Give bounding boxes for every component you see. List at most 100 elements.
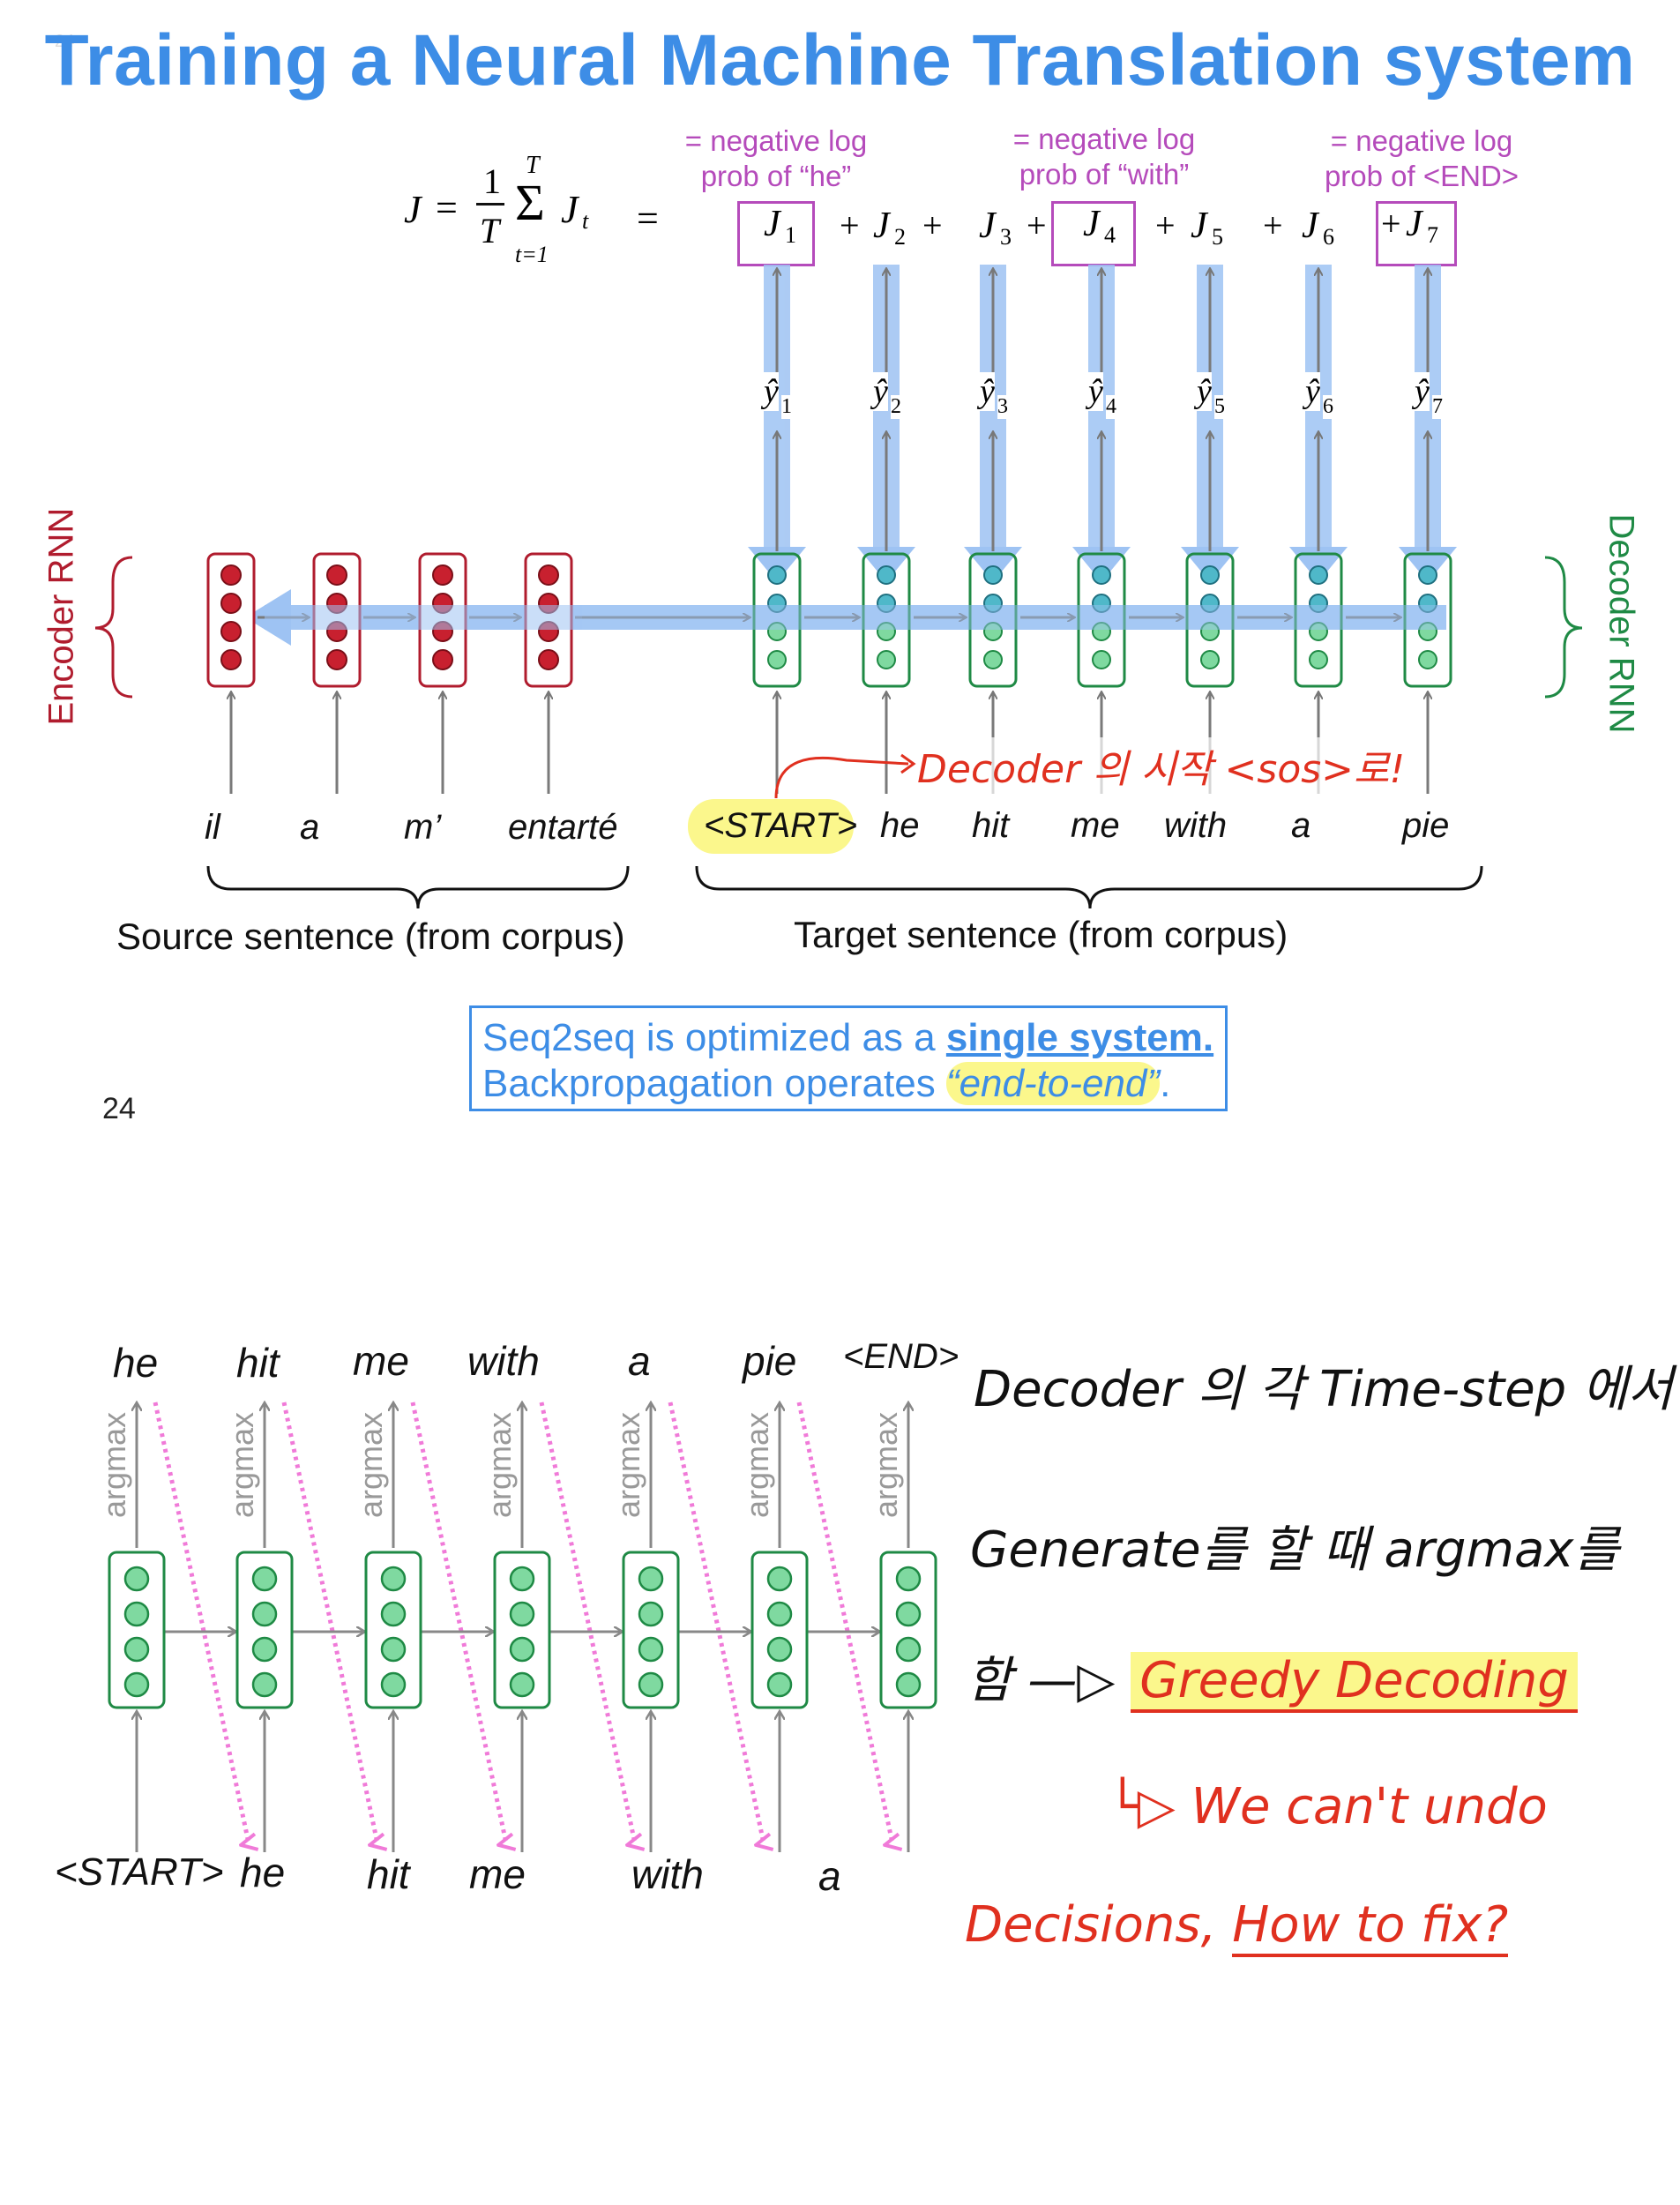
decoder-cell xyxy=(1403,552,1452,688)
annotation-with-line1: = negative log xyxy=(1012,123,1196,155)
loss-frac-den: T xyxy=(480,211,500,250)
target-word: pie xyxy=(1402,806,1450,845)
source-brace xyxy=(206,865,630,909)
loss-jt: J xyxy=(561,188,579,231)
decoder-cell xyxy=(1294,552,1343,688)
greedy-input-word: hit xyxy=(367,1851,410,1897)
greedy-output-word: <END> xyxy=(843,1337,959,1376)
loss-term-j1: J xyxy=(764,204,780,244)
loss-term-j6-sub: 6 xyxy=(1323,224,1334,250)
yhat-7-sub: 7 xyxy=(1432,395,1443,419)
source-word: il xyxy=(205,808,220,847)
loss-term-j4: J xyxy=(1083,204,1100,244)
training-diagram xyxy=(94,265,1583,909)
decoder-cell xyxy=(752,552,802,688)
yhat-3-sub: 3 xyxy=(997,395,1008,419)
target-brace xyxy=(695,865,1483,909)
greedy-input-word: a xyxy=(818,1853,841,1899)
loss-plus-2: + xyxy=(922,206,943,245)
greedy-output-word: with xyxy=(467,1338,540,1384)
yhat-4-sub: 4 xyxy=(1106,395,1116,419)
greedy-cell xyxy=(750,1551,809,1709)
greedy-output-word: hit xyxy=(236,1340,280,1386)
yhat-1: ŷ xyxy=(764,372,779,411)
argmax-label: argmax xyxy=(96,1411,132,1519)
yhat-3: ŷ xyxy=(980,372,995,411)
decoder-brace xyxy=(1544,556,1583,699)
hand-note-line3-prefix: 함 —▷ xyxy=(967,1652,1116,1709)
source-word: m’ xyxy=(404,808,442,847)
target-word: hit xyxy=(972,806,1010,845)
target-word-start: <START> xyxy=(704,806,858,845)
loss-term-j3: J xyxy=(979,206,996,246)
annotation-end: = negative log prob of <END> xyxy=(1289,123,1554,194)
yhat-5: ŷ xyxy=(1197,372,1212,411)
greedy-cell xyxy=(364,1551,422,1709)
greedy-output-word: he xyxy=(113,1340,159,1386)
argmax-label: argmax xyxy=(224,1411,260,1519)
greedy-input-word: with xyxy=(631,1851,704,1897)
decoder-cell xyxy=(862,552,911,688)
greedy-decoding-diagram xyxy=(108,1305,937,1852)
greedy-output-word: a xyxy=(628,1338,651,1384)
annotation-he-line2: prob of “he” xyxy=(700,160,852,192)
argmax-label: argmax xyxy=(482,1411,518,1519)
argmax-arrows xyxy=(137,1402,908,1548)
greedy-output-word: me xyxy=(353,1338,409,1384)
hand-note-line4: └▷ We can't undo xyxy=(1108,1778,1548,1835)
encoder-cell xyxy=(206,552,256,688)
loss-plus-3: + xyxy=(1027,206,1047,245)
loss-term-j2: J xyxy=(873,206,890,246)
loss-frac-bar xyxy=(476,203,504,206)
slide-number-faint: 24 xyxy=(55,32,75,51)
encoder-brace xyxy=(94,556,133,699)
loss-frac-num: 1 xyxy=(483,161,501,201)
decoder-rnn-label: Decoder RNN xyxy=(1602,513,1641,734)
seq2seq-note: Seq2seq is optimized as a single system.… xyxy=(469,1005,1228,1111)
yhat-6-sub: 6 xyxy=(1323,395,1333,419)
greedy-input-arrows xyxy=(137,1711,908,1852)
hand-note-line5: Decisions, How to fix? xyxy=(965,1896,1509,1957)
loss-term-j2-sub: 2 xyxy=(894,224,906,250)
yhat-2: ŷ xyxy=(873,372,888,411)
yhat-4: ŷ xyxy=(1088,372,1103,411)
greedy-cells xyxy=(108,1551,937,1709)
argmax-label: argmax xyxy=(739,1411,775,1519)
note-line1: Seq2seq is optimized as a single system. xyxy=(482,1015,1214,1061)
greedy-cell xyxy=(622,1551,680,1709)
decoder-cell xyxy=(968,552,1018,688)
yhat-6: ŷ xyxy=(1305,372,1320,411)
loss-term-j5-sub: 5 xyxy=(1212,224,1223,250)
yhat-1-sub: 1 xyxy=(781,395,792,419)
hand-note-how-to-fix: How to fix? xyxy=(1232,1896,1509,1957)
page-title: Training a Neural Machine Translation sy… xyxy=(44,20,1636,101)
encoder-rnn-label: Encoder RNN xyxy=(41,507,81,726)
source-word: entarté xyxy=(508,808,618,847)
greedy-output-word: pie xyxy=(743,1338,797,1384)
annotation-end-line1: = negative log xyxy=(1330,124,1513,157)
loss-term-j3-sub: 3 xyxy=(1000,224,1012,250)
greedy-cell xyxy=(493,1551,551,1709)
start-highlight xyxy=(688,799,854,854)
loss-j: J xyxy=(404,188,422,231)
blue-triangles xyxy=(748,547,1457,582)
loss-term-j6: J xyxy=(1302,206,1318,246)
note-line2-suffix: . xyxy=(1160,1062,1171,1105)
greedy-input-word: <START> xyxy=(55,1850,224,1894)
note-line1-text: Seq2seq is optimized as a xyxy=(482,1016,946,1059)
note-single-system: single system. xyxy=(945,1016,1214,1059)
target-word: he xyxy=(880,806,920,845)
target-caption: Target sentence (from corpus) xyxy=(794,914,1288,955)
note-line2: Backpropagation operates “end-to-end”. xyxy=(482,1061,1214,1107)
loss-term-j4-sub: 4 xyxy=(1104,222,1116,248)
argmax-label: argmax xyxy=(868,1411,904,1519)
target-word: with xyxy=(1164,806,1228,845)
handwritten-arrow xyxy=(774,756,909,799)
loss-term-j7: J xyxy=(1406,204,1422,244)
argmax-label: argmax xyxy=(353,1411,389,1519)
loss-term-j1-sub: 1 xyxy=(785,222,796,248)
loss-plus-1: + xyxy=(840,206,860,245)
hand-note-line3: 함 —▷ Greedy Decoding xyxy=(967,1641,1578,1713)
loss-equals: = xyxy=(436,186,458,229)
hand-note-line1: Decoder 의 각 Time-step 에서 xyxy=(974,1361,1674,1418)
